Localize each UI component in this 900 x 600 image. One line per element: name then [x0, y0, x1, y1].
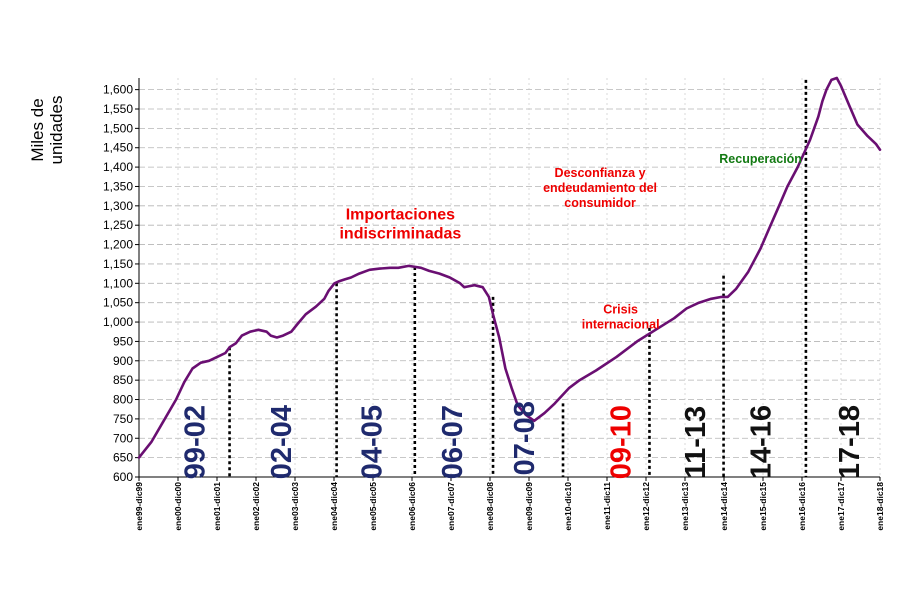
period-label: 06-07: [437, 405, 469, 479]
y-tick-label: 700: [113, 431, 133, 445]
y-tick-label: 800: [113, 393, 133, 407]
chart-annotation: Importaciones: [346, 206, 455, 223]
chart-annotation: Desconfianza y: [555, 166, 646, 180]
chart-annotation: Crisis: [603, 303, 638, 317]
chart-gridlines: [139, 78, 881, 477]
y-tick-label: 1,450: [103, 141, 133, 155]
x-tick-labels: ene99-dic99 ene00-dic00 ene01-dic01 ene02-d…: [134, 482, 885, 531]
x-tick-label: ene04-dic04: [329, 482, 339, 531]
y-tick-label: 1,500: [103, 121, 133, 135]
chart-annotation: endeudamiento del: [543, 181, 657, 195]
period-label: 17-18: [834, 405, 866, 479]
y-axis-label: Miles de unidades: [28, 95, 66, 164]
period-label: 02-04: [266, 405, 298, 479]
x-tick-label: ene09-dic09: [524, 482, 534, 531]
x-tick-label: ene12-dic12: [641, 482, 651, 531]
x-tick-label: ene07-dic07: [446, 482, 456, 531]
x-tick-label: ene11-dic11: [602, 482, 612, 530]
x-tick-label: ene15-dic15: [758, 482, 768, 531]
y-tick-label: 650: [113, 451, 133, 465]
y-tick-label: 1,000: [103, 315, 133, 329]
period-label: 09-10: [606, 405, 638, 479]
y-tick-label: 1,150: [103, 257, 133, 271]
x-tick-label: ene18-dic18: [875, 482, 885, 531]
chart-annotation: Recuperación: [719, 152, 802, 166]
y-tick-label: 1,100: [103, 276, 133, 290]
x-tick-label: ene08-dic08: [485, 482, 495, 531]
y-tick-label: 1,400: [103, 160, 133, 174]
chart-annotation: indiscriminadas: [339, 226, 461, 243]
period-labels: 99-02 02-04 04-05 06-07 07-08 09-10 11-13 14-16…: [180, 401, 867, 479]
x-tick-label: ene13-dic13: [680, 482, 690, 531]
chart-axes: [135, 78, 881, 481]
chart-annotations: Importaciones indiscriminadas Desconfianza…: [339, 152, 801, 331]
y-tick-label: 750: [113, 412, 133, 426]
x-tick-label: ene00-dic00: [173, 482, 183, 531]
x-tick-label: ene99-dic99: [134, 482, 144, 531]
period-label: 99-02: [180, 405, 212, 479]
y-tick-label: 1,600: [103, 83, 133, 97]
y-tick-label: 900: [113, 354, 133, 368]
y-tick-label: 850: [113, 373, 133, 387]
y-tick-label: 600: [113, 470, 133, 484]
y-tick-label: 950: [113, 334, 133, 348]
x-tick-label: ene17-dic17: [836, 482, 846, 531]
x-tick-label: ene16-dic16: [797, 482, 807, 531]
y-tick-label: 1,300: [103, 199, 133, 213]
series-lines: [137, 76, 882, 459]
x-tick-label: ene03-dic03: [290, 482, 300, 531]
x-tick-label: ene02-dic02: [251, 482, 261, 531]
y-tick-label: 1,550: [103, 102, 133, 116]
x-tick-label: ene05-dic05: [368, 482, 378, 531]
x-tick-label: ene14-dic14: [719, 482, 729, 531]
x-tick-label: ene06-dic06: [407, 482, 417, 531]
chart-annotation: internacional: [582, 318, 660, 332]
chart-annotation: consumidor: [564, 196, 636, 210]
y-axis-label-line: Miles de: [28, 98, 47, 161]
y-tick-label: 1,200: [103, 238, 133, 252]
period-label: 07-08: [509, 401, 541, 475]
period-label: 04-05: [357, 405, 389, 479]
y-tick-labels: 600 650 700 750 800 850 900 950 1,000 1,050 1,100 1…: [103, 83, 133, 484]
y-tick-label: 1,050: [103, 296, 133, 310]
period-label: 14-16: [746, 405, 778, 479]
period-markers: [228, 79, 808, 477]
period-label: 11-13: [680, 406, 712, 479]
y-axis-label-line: unidades: [47, 95, 66, 164]
y-tick-label: 1,350: [103, 179, 133, 193]
x-tick-label: ene10-dic10: [563, 482, 573, 531]
x-tick-label: ene01-dic01: [212, 482, 222, 531]
y-tick-label: 1,250: [103, 218, 133, 232]
series-line: [137, 76, 882, 459]
